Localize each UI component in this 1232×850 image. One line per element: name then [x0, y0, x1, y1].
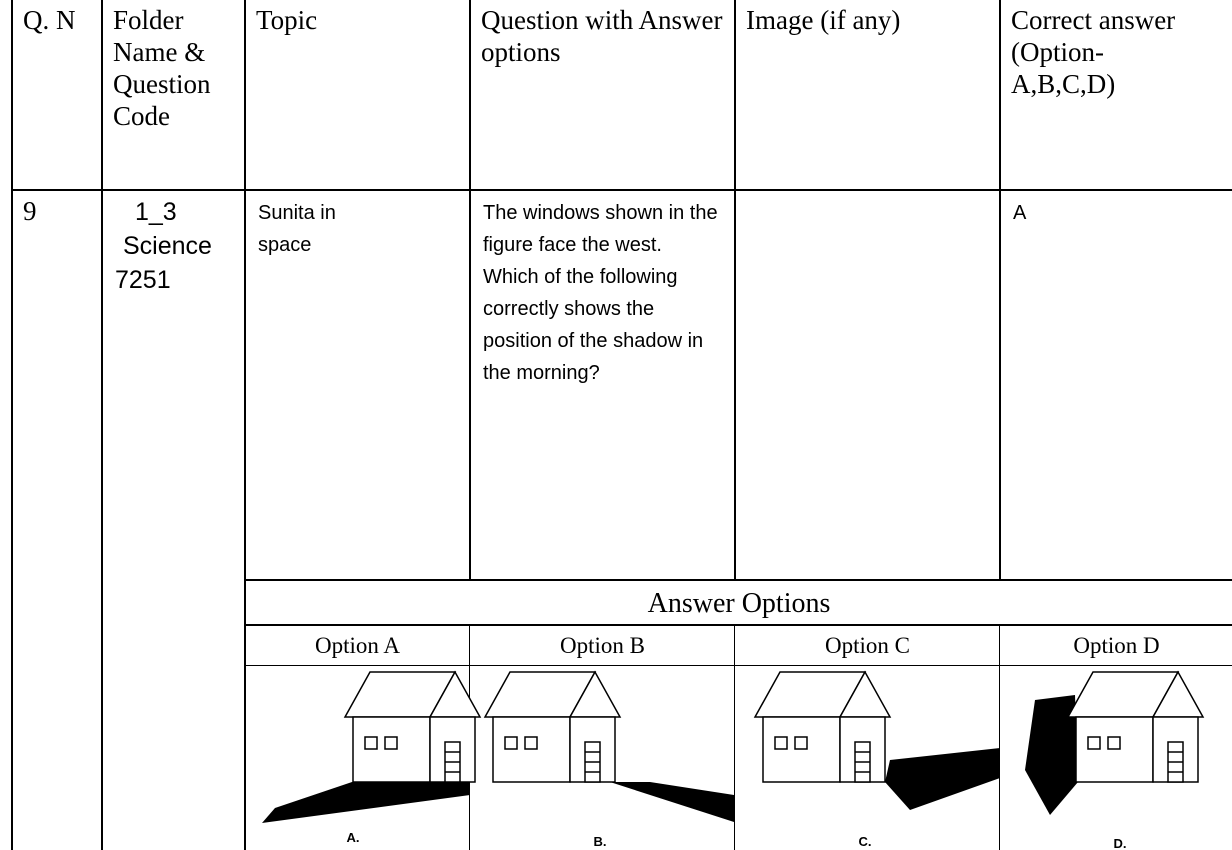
option-c-image: C. — [754, 671, 1000, 849]
question-number: 9 — [23, 196, 37, 226]
border — [734, 0, 736, 580]
folder-line: 1_3 — [135, 198, 177, 226]
option-d-image: D. — [1025, 671, 1204, 850]
option-label: Option B — [560, 633, 645, 658]
header-cell: Image (if any) — [746, 5, 901, 35]
header-cell: Question with Answer options — [481, 5, 723, 67]
border — [734, 625, 735, 850]
folder-code: 1_3 Science 7251 — [103, 195, 244, 297]
border — [469, 0, 471, 580]
header-cell: Topic — [256, 5, 318, 35]
folder-line: 7251 — [115, 266, 171, 294]
header-cell: Correct answer (Option-A,B,C,D) — [1011, 5, 1176, 99]
image-caption: A. — [347, 830, 360, 845]
border — [11, 0, 13, 850]
image-caption: B. — [594, 834, 607, 849]
border — [244, 579, 1232, 581]
topic: Sunita in space — [258, 202, 336, 256]
border — [244, 0, 246, 850]
border — [101, 0, 103, 850]
image-caption: D. — [1114, 836, 1127, 850]
answer-options-title: Answer Options — [647, 588, 831, 619]
border — [244, 624, 1232, 626]
header-cell: Q. N — [23, 5, 76, 35]
option-b-image: B. — [484, 671, 734, 849]
option-label: Option A — [315, 633, 400, 658]
question: The windows shown in the figure face the… — [483, 202, 718, 384]
option-label: Option C — [825, 633, 910, 658]
border — [11, 189, 1232, 191]
header-cell: Folder Name & Question Code — [113, 5, 211, 131]
option-label: Option D — [1073, 633, 1160, 658]
border — [999, 0, 1001, 580]
image-caption: C. — [859, 834, 872, 849]
border — [999, 625, 1000, 850]
border — [244, 665, 1232, 666]
correct-answer: A — [1013, 202, 1027, 224]
folder-line: Science — [123, 232, 212, 260]
option-a-image: A. — [262, 671, 481, 845]
